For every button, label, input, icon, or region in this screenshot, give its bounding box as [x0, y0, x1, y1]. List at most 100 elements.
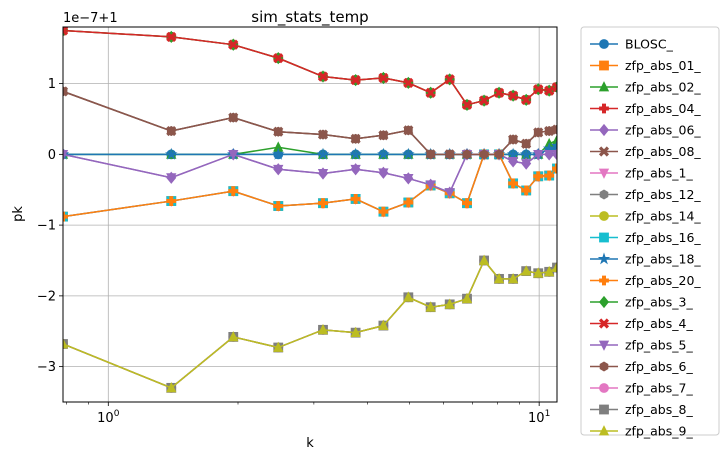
legend-marker [597, 252, 611, 265]
legend-label: zfp_abs_4_ [625, 316, 693, 331]
legend-entry: zfp_abs_02_ [590, 80, 701, 95]
data-point [317, 169, 329, 180]
data-point [403, 291, 414, 302]
legend-label: zfp_abs_14_ [625, 209, 701, 224]
legend-label: zfp_abs_02_ [625, 80, 701, 95]
legend-label: zfp_abs_08_ [625, 144, 701, 159]
legend-marker [599, 232, 609, 243]
data-point [351, 133, 360, 144]
legend-entry: zfp_abs_3_ [590, 295, 693, 310]
data-point [166, 173, 177, 184]
legend-entry: BLOSC_ [590, 37, 674, 52]
y-axis-label: pk [11, 206, 26, 222]
data-point [228, 39, 239, 50]
data-point [273, 53, 284, 64]
legend-label: zfp_abs_20_ [625, 273, 701, 288]
data-point [521, 94, 532, 105]
legend-marker [598, 123, 610, 137]
legend-label: zfp_abs_16_ [625, 230, 701, 245]
data-point [544, 85, 555, 96]
data-point [378, 206, 389, 217]
data-point [533, 84, 544, 95]
data-point [350, 75, 361, 86]
series-zfp-abs-9 [63, 254, 557, 393]
legend-marker [598, 340, 610, 351]
data-point [228, 112, 238, 123]
legend-label: zfp_abs_7_ [625, 381, 693, 396]
legend-label: zfp_abs_3_ [625, 295, 693, 310]
data-point [533, 127, 543, 138]
data-point [533, 149, 544, 161]
data-point [533, 171, 544, 182]
data-point [317, 323, 329, 335]
data-point [552, 124, 557, 135]
data-point [63, 27, 69, 36]
data-point [425, 87, 436, 98]
legend-label: zfp_abs_6_ [625, 359, 693, 374]
legend-marker [598, 295, 610, 309]
legend-marker [598, 81, 610, 92]
data-point [544, 170, 555, 181]
data-point [271, 147, 285, 160]
data-point [550, 139, 557, 152]
y-tick-label: −1 [37, 219, 56, 234]
data-point [521, 185, 532, 196]
legend-marker [598, 425, 610, 436]
legend-marker [598, 168, 610, 179]
data-point [63, 86, 68, 97]
legend-marker [599, 189, 609, 200]
legend-entry: zfp_abs_08_ [590, 144, 701, 159]
data-point [506, 147, 520, 160]
legend-label: zfp_abs_9_ [625, 424, 693, 439]
x-tick-label: 101 [528, 409, 550, 426]
data-point [317, 71, 329, 82]
legend-marker [599, 211, 609, 221]
data-point [508, 134, 518, 145]
legend-entry: zfp_abs_18_ [590, 252, 701, 267]
data-point [166, 31, 177, 42]
legend-entry: zfp_abs_9_ [590, 424, 693, 439]
data-point [444, 298, 455, 309]
legend-marker [598, 318, 610, 329]
legend-entry: zfp_abs_1_ [590, 166, 693, 181]
data-point [63, 149, 69, 161]
y-tick-label: −2 [37, 289, 56, 304]
data-point [461, 292, 473, 304]
data-point [552, 163, 557, 174]
series-zfp-abs-6 [63, 86, 557, 160]
data-point [379, 130, 388, 141]
data-point [493, 272, 505, 284]
legend: BLOSC_ zfp_abs_01_ zfp_abs_02_ zfp_abs_04_z… [590, 37, 701, 439]
series-layer [63, 27, 557, 393]
legend-marker [599, 103, 609, 114]
data-point [166, 381, 177, 393]
data-point [508, 90, 519, 101]
legend-marker [599, 404, 609, 415]
data-point [349, 147, 362, 160]
data-point [316, 147, 330, 160]
legend-label: zfp_abs_06_ [625, 123, 701, 138]
data-point [521, 265, 532, 276]
legend-label: zfp_abs_01_ [625, 58, 701, 73]
data-point [479, 149, 489, 160]
data-point [63, 211, 68, 222]
data-point [462, 198, 472, 209]
legend-label: zfp_abs_12_ [625, 187, 701, 202]
data-point [273, 126, 283, 137]
data-point [544, 265, 555, 277]
data-point [478, 254, 490, 265]
data-point [551, 134, 557, 145]
data-point [519, 147, 533, 160]
data-point [445, 149, 455, 160]
data-point [444, 188, 455, 199]
data-point [403, 77, 414, 88]
legend-entry: zfp_abs_12_ [590, 187, 701, 202]
legend-entry: zfp_abs_16_ [590, 230, 701, 245]
legend-entry: zfp_abs_7_ [590, 381, 693, 396]
y-tick-label: 0 [48, 148, 56, 163]
data-point [166, 126, 176, 136]
data-point [462, 149, 472, 160]
data-point [273, 164, 284, 176]
legend-marker [599, 361, 609, 372]
